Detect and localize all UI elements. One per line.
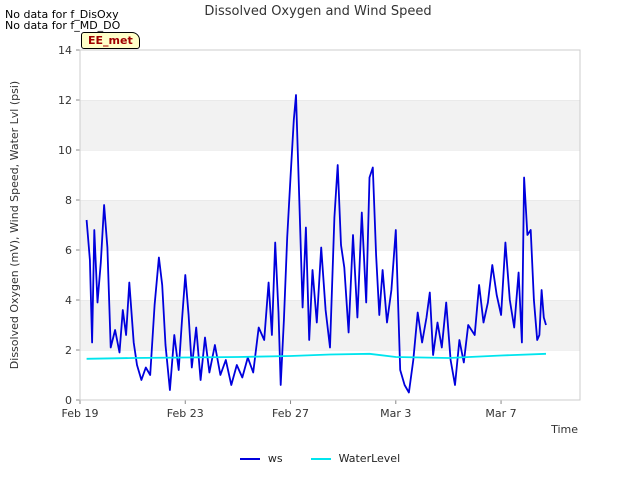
- x-axis-label: Time: [550, 423, 578, 436]
- x-tick-label: Feb 23: [167, 407, 204, 420]
- series-line-waterlevel: [86, 352, 547, 360]
- x-tick-label: Mar 7: [485, 407, 516, 420]
- x-tick-label: Feb 19: [62, 407, 99, 420]
- chart-title: Dissolved Oxygen and Wind Speed: [204, 4, 431, 19]
- legend: ws WaterLevel: [0, 452, 640, 465]
- legend-item-waterlevel: WaterLevel: [310, 452, 401, 465]
- y-tick-label: 10: [58, 144, 72, 157]
- y-tick-label: 0: [65, 394, 72, 407]
- grid-band: [80, 100, 580, 150]
- legend-label-waterlevel: WaterLevel: [338, 452, 401, 465]
- y-tick-label: 8: [65, 194, 72, 207]
- x-tick-label: Feb 27: [272, 407, 309, 420]
- series-line-ws: [85, 94, 547, 394]
- y-axis-label: Dissolved Oxygen (mV), Wind Speed, Water…: [8, 81, 21, 369]
- y-tick-label: 12: [58, 94, 72, 107]
- site-badge: EE_met: [81, 32, 140, 49]
- legend-swatch-waterlevel: [310, 457, 331, 460]
- no-data-note-md-do: No data for f_MD_DO: [5, 19, 121, 32]
- x-tick-label: Mar 3: [380, 407, 411, 420]
- y-tick-label: 2: [65, 344, 72, 357]
- legend-label-ws: ws: [267, 452, 283, 465]
- no-data-note-disoxy: No data for f_DisOxy: [5, 8, 119, 21]
- y-tick-label: 6: [65, 244, 72, 257]
- y-tick-label: 14: [58, 44, 72, 57]
- grid-band: [80, 200, 580, 250]
- plot-frame: [79, 49, 581, 401]
- grid-band: [80, 150, 580, 200]
- legend-swatch-ws: [239, 457, 260, 460]
- y-tick-label: 4: [65, 294, 72, 307]
- grid-band: [80, 50, 580, 100]
- legend-item-ws: ws: [239, 452, 283, 465]
